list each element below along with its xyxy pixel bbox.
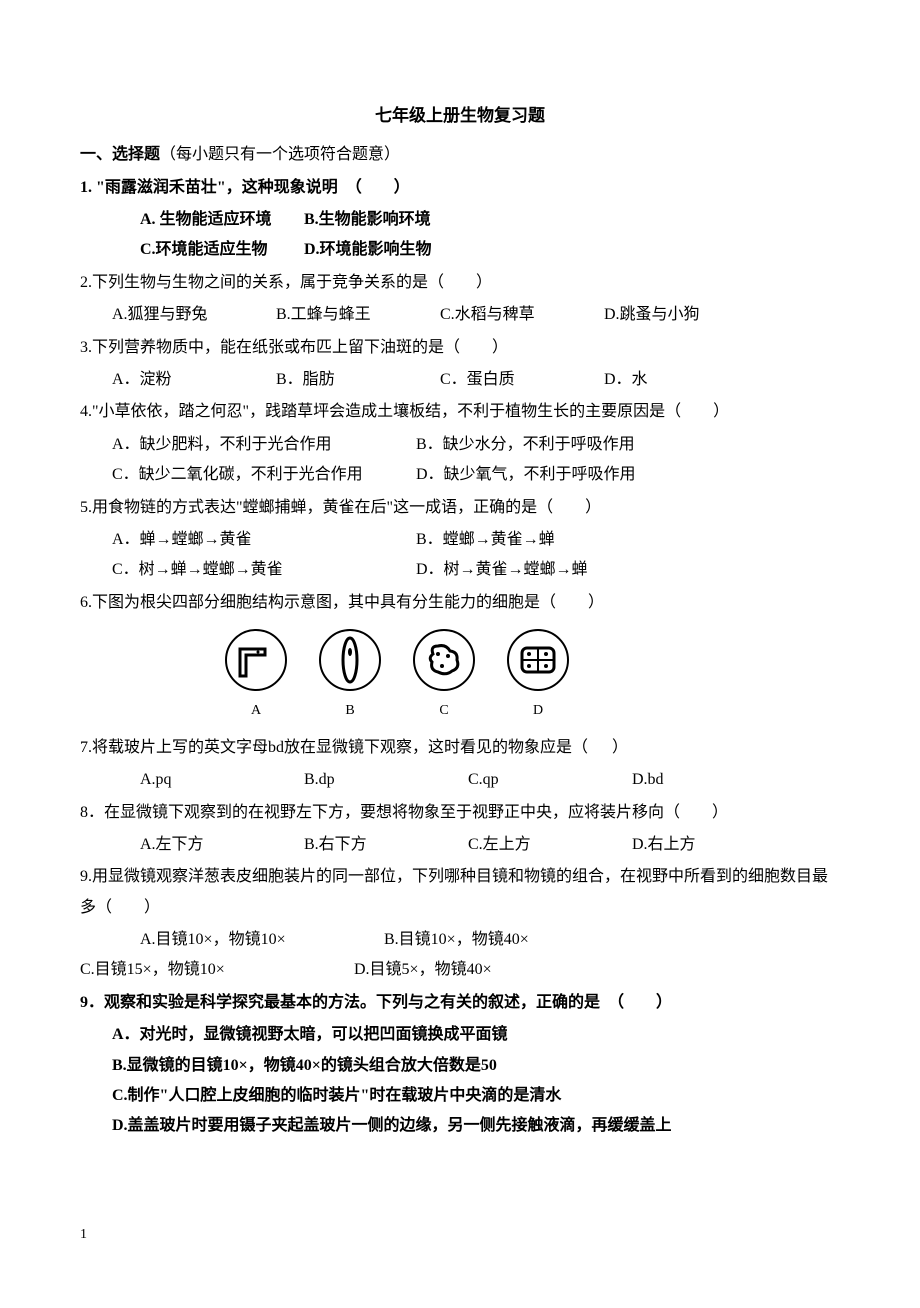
q4-opts-row1: A．缺少肥料，不利于光合作用 B．缺少水分，不利于呼吸作用 [80,430,840,460]
q9b-optC: C.制作"人口腔上皮细胞的临时装片"时在载玻片中央滴的是清水 [80,1081,840,1111]
cell-B-icon [314,624,386,696]
q7-stem: 7.将载玻片上写的英文字母bd放在显微镜下观察，这时看见的物象应是（ ） [80,733,840,763]
q7-optB: B.dp [304,765,464,795]
q4-optD: D．缺少氧气，不利于呼吸作用 [416,460,716,490]
q9-optB: B.目镜10×，物镜40× [384,925,529,955]
q1-opts-row1: A. 生物能适应环境 B.生物能影响环境 [80,205,840,235]
q9b-optD: D.盖盖玻片时要用镊子夹起盖玻片一侧的边缘，另一侧先接触液滴，再缓缓盖上 [80,1111,840,1141]
q3-optC: C．蛋白质 [440,365,600,395]
q8-optB: B.右下方 [304,830,464,860]
q1-opts-row2: C.环境能适应生物 D.环境能影响生物 [80,235,840,265]
q5-optD: D．树→黄雀→螳螂→蝉 [416,555,716,585]
q7-optA: A.pq [140,765,300,795]
cell-C-icon [408,624,480,696]
q8-stem: 8．在显微镜下观察到的在视野左下方，要想将物象至于视野正中央，应将装片移向（ ） [80,798,840,828]
q5-optA: A．蝉→螳螂→黄雀 [112,525,412,555]
q3-optB: B．脂肪 [276,365,436,395]
q6-cell-C: C [408,624,480,725]
q5-opts-row1: A．蝉→螳螂→黄雀 B．螳螂→黄雀→蝉 [80,525,840,555]
q8-optA: A.左下方 [140,830,300,860]
q1-optD: D.环境能影响生物 [304,235,464,265]
q9b-optA: A．对光时，显微镜视野太暗，可以把凹面镜换成平面镜 [80,1020,840,1050]
q9-optA: A.目镜10×，物镜10× [140,925,380,955]
q6-figure-row: A B C D [80,624,840,725]
q6-cell-B: B [314,624,386,725]
q3-stem: 3.下列营养物质中，能在纸张或布匹上留下油斑的是（ ） [80,333,840,363]
q5-opts-row2: C．树→蝉→螳螂→黄雀 D．树→黄雀→螳螂→蝉 [80,555,840,585]
q2-optA: A.狐狸与野兔 [112,300,272,330]
q3-optD: D．水 [604,365,764,395]
q2-optC: C.水稻与稗草 [440,300,600,330]
q4-optB: B．缺少水分，不利于呼吸作用 [416,430,716,460]
q8-optC: C.左上方 [468,830,628,860]
q1-optC: C.环境能适应生物 [140,235,300,265]
section-header: 一、选择题（每小题只有一个选项符合题意） [80,140,840,170]
q9-stem: 9.用显微镜观察洋葱表皮细胞装片的同一部位，下列哪种目镜和物镜的组合，在视野中所… [80,862,840,923]
q2-opts: A.狐狸与野兔 B.工蜂与蜂王 C.水稻与稗草 D.跳蚤与小狗 [80,300,840,330]
q9b-optB: B.显微镜的目镜10×，物镜40×的镜头组合放大倍数是50 [80,1051,840,1081]
q6-label-D: D [502,698,574,725]
q8-opts: A.左下方 B.右下方 C.左上方 D.右上方 [80,830,840,860]
q1-optA: A. 生物能适应环境 [140,205,300,235]
q6-cell-A: A [220,624,292,725]
q6-label-B: B [314,698,386,725]
q7-optC: C.qp [468,765,628,795]
q7-opts: A.pq B.dp C.qp D.bd [80,765,840,795]
q3-opts: A．淀粉 B．脂肪 C．蛋白质 D．水 [80,365,840,395]
q4-optC: C．缺少二氧化碳，不利于光合作用 [112,460,412,490]
q5-stem: 5.用食物链的方式表达"螳螂捕蝉，黄雀在后"这一成语，正确的是（ ） [80,493,840,523]
page-title: 七年级上册生物复习题 [80,100,840,132]
q4-stem: 4."小草依依，踏之何忍"，践踏草坪会造成土壤板结，不利于植物生长的主要原因是（… [80,397,840,427]
q9-optC: C.目镜15×，物镜10× [80,955,350,985]
q6-cell-D: D [502,624,574,725]
cell-A-icon [220,624,292,696]
q4-optA: A．缺少肥料，不利于光合作用 [112,430,412,460]
q1-stem: 1. "雨露滋润禾苗壮"，这种现象说明 （ ） [80,173,840,203]
section-note: （每小题只有一个选项符合题意） [160,146,400,163]
q2-stem: 2.下列生物与生物之间的关系，属于竞争关系的是（ ） [80,268,840,298]
q2-optB: B.工蜂与蜂王 [276,300,436,330]
q6-label-C: C [408,698,480,725]
q9-opts-row2: C.目镜15×，物镜10× D.目镜5×，物镜40× [80,955,840,985]
q9-opts-row1: A.目镜10×，物镜10× B.目镜10×，物镜40× [80,925,840,955]
q9-optD: D.目镜5×，物镜40× [354,955,492,985]
q7-optD: D.bd [632,765,792,795]
q4-opts-row2: C．缺少二氧化碳，不利于光合作用 D．缺少氧气，不利于呼吸作用 [80,460,840,490]
q5-optB: B．螳螂→黄雀→蝉 [416,525,716,555]
q6-stem: 6.下图为根尖四部分细胞结构示意图，其中具有分生能力的细胞是（ ） [80,588,840,618]
page-number: 1 [80,1222,840,1249]
q9b-stem: 9．观察和实验是科学探究最基本的方法。下列与之有关的叙述，正确的是 （ ） [80,988,840,1018]
q8-optD: D.右上方 [632,830,792,860]
cell-D-icon [502,624,574,696]
q3-optA: A．淀粉 [112,365,272,395]
q6-label-A: A [220,698,292,725]
q1-optB: B.生物能影响环境 [304,205,464,235]
q5-optC: C．树→蝉→螳螂→黄雀 [112,555,412,585]
section-label: 一、选择题 [80,146,160,163]
q2-optD: D.跳蚤与小狗 [604,300,764,330]
